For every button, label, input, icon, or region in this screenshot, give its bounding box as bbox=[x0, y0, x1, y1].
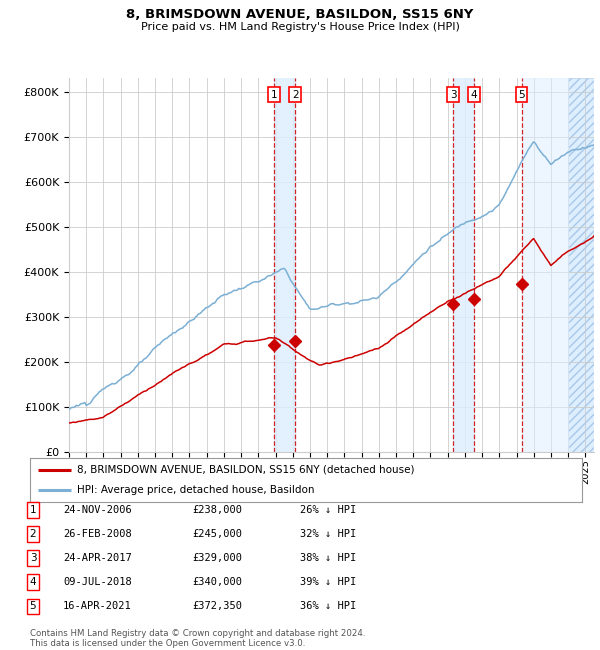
Text: £372,350: £372,350 bbox=[192, 601, 242, 612]
Text: £329,000: £329,000 bbox=[192, 553, 242, 564]
Text: 38% ↓ HPI: 38% ↓ HPI bbox=[300, 553, 356, 564]
Text: 16-APR-2021: 16-APR-2021 bbox=[63, 601, 132, 612]
Text: 26% ↓ HPI: 26% ↓ HPI bbox=[300, 505, 356, 515]
Text: 3: 3 bbox=[29, 553, 37, 564]
Text: £238,000: £238,000 bbox=[192, 505, 242, 515]
Text: 24-NOV-2006: 24-NOV-2006 bbox=[63, 505, 132, 515]
Text: 24-APR-2017: 24-APR-2017 bbox=[63, 553, 132, 564]
Text: HPI: Average price, detached house, Basildon: HPI: Average price, detached house, Basi… bbox=[77, 485, 314, 495]
Text: 36% ↓ HPI: 36% ↓ HPI bbox=[300, 601, 356, 612]
Text: 5: 5 bbox=[29, 601, 37, 612]
Text: 32% ↓ HPI: 32% ↓ HPI bbox=[300, 529, 356, 539]
Text: 4: 4 bbox=[470, 90, 477, 100]
Text: £245,000: £245,000 bbox=[192, 529, 242, 539]
Text: 8, BRIMSDOWN AVENUE, BASILDON, SS15 6NY (detached house): 8, BRIMSDOWN AVENUE, BASILDON, SS15 6NY … bbox=[77, 465, 415, 474]
Text: 39% ↓ HPI: 39% ↓ HPI bbox=[300, 577, 356, 588]
Text: 09-JUL-2018: 09-JUL-2018 bbox=[63, 577, 132, 588]
Text: 2: 2 bbox=[292, 90, 299, 100]
Text: 8, BRIMSDOWN AVENUE, BASILDON, SS15 6NY: 8, BRIMSDOWN AVENUE, BASILDON, SS15 6NY bbox=[127, 8, 473, 21]
Bar bbox=[453, 78, 474, 452]
Text: 26-FEB-2008: 26-FEB-2008 bbox=[63, 529, 132, 539]
Text: 2: 2 bbox=[29, 529, 37, 539]
Text: 4: 4 bbox=[29, 577, 37, 588]
Text: £340,000: £340,000 bbox=[192, 577, 242, 588]
Text: 1: 1 bbox=[271, 90, 277, 100]
Bar bbox=[274, 78, 295, 452]
Bar bbox=[521, 78, 568, 452]
Text: Price paid vs. HM Land Registry's House Price Index (HPI): Price paid vs. HM Land Registry's House … bbox=[140, 22, 460, 32]
Text: 5: 5 bbox=[518, 90, 525, 100]
Text: 3: 3 bbox=[450, 90, 457, 100]
Text: Contains HM Land Registry data © Crown copyright and database right 2024.
This d: Contains HM Land Registry data © Crown c… bbox=[30, 629, 365, 648]
Text: 1: 1 bbox=[29, 505, 37, 515]
